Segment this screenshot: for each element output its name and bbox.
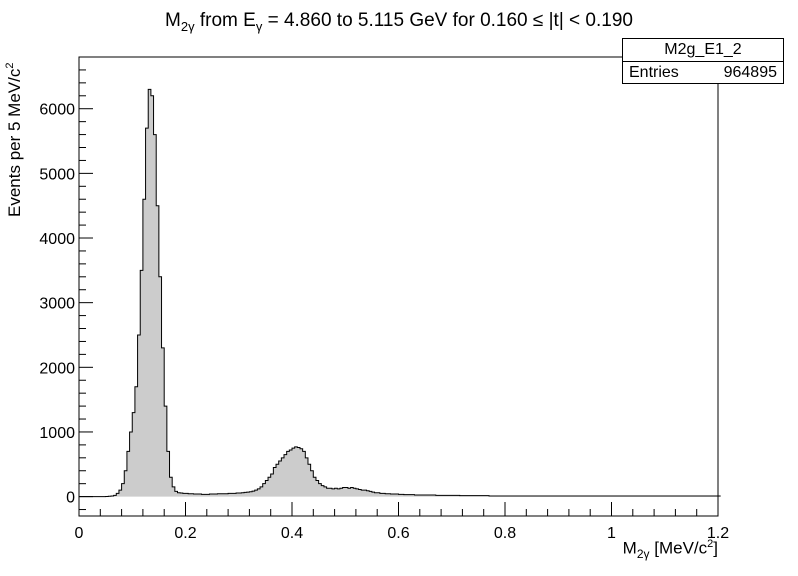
x-tick-label: 0.2 — [174, 525, 196, 542]
x-tick-label: 0.8 — [494, 525, 516, 542]
x-tick-label: 0 — [75, 525, 84, 542]
stats-entries-row: Entries 964895 — [623, 62, 783, 83]
y-tick-label: 4000 — [39, 231, 75, 248]
y-tick-label: 0 — [66, 490, 75, 507]
x-axis: 0 0.2 0.4 0.6 0.8 1 1.2 — [75, 502, 729, 542]
y-tick-label: 5000 — [39, 166, 75, 183]
y-tick-label: 6000 — [39, 102, 75, 119]
stats-histogram-name: M2g_E1_2 — [623, 39, 783, 62]
x-tick-label: 1 — [607, 525, 616, 542]
y-axis: 0 1000 2000 3000 4000 5000 6000 — [39, 69, 93, 511]
stats-entries-value: 964895 — [723, 64, 777, 81]
stats-box: M2g_E1_2 Entries 964895 — [622, 38, 784, 84]
y-tick-label: 2000 — [39, 360, 75, 377]
chart-title: M2γ from Eγ = 4.860 to 5.115 GeV for 0.1… — [165, 10, 633, 34]
x-tick-label: 0.6 — [387, 525, 409, 542]
plot-area — [79, 88, 721, 498]
x-tick-label: 1.2 — [707, 525, 729, 542]
x-tick-label: 0.4 — [281, 525, 303, 542]
stats-entries-label: Entries — [629, 64, 679, 81]
y-tick-label: 3000 — [39, 296, 75, 313]
histogram-outline — [79, 88, 721, 498]
plot-frame — [78, 56, 719, 517]
y-axis-label: Events per 5 MeV/c2 — [4, 62, 24, 217]
histogram-fill — [79, 89, 721, 497]
x-axis-label: M2γ [MeV/c2] — [622, 538, 718, 562]
y-tick-label: 1000 — [39, 425, 75, 442]
